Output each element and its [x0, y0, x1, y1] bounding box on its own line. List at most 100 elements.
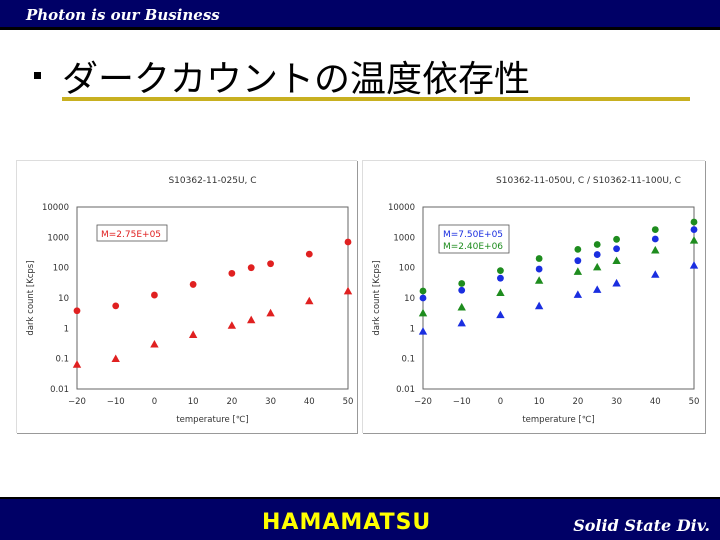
- x-axis-label: temperature [℃]: [176, 415, 248, 425]
- data-point-triangle: [305, 296, 314, 305]
- y-tick-label: 10000: [42, 203, 69, 213]
- x-tick-label: −20: [414, 397, 432, 407]
- data-point-triangle: [593, 285, 602, 293]
- title-underline: [62, 97, 690, 101]
- x-tick-label: 10: [188, 397, 199, 407]
- data-point-triangle: [593, 262, 602, 271]
- y-tick-label: 100: [53, 264, 69, 274]
- plot-area: [76, 206, 349, 390]
- x-tick-label: 0: [152, 397, 157, 407]
- x-tick-label: 30: [611, 397, 622, 407]
- x-tick-label: 10: [534, 397, 545, 407]
- x-tick-label: 50: [343, 397, 354, 407]
- data-point-triangle: [689, 261, 699, 269]
- data-point-triangle: [227, 321, 237, 329]
- data-point-triangle: [651, 245, 660, 254]
- data-point-triangle: [343, 286, 353, 295]
- data-point-triangle: [418, 308, 428, 317]
- data-point-triangle: [247, 315, 256, 324]
- y-tick-label: 10: [404, 294, 415, 304]
- data-point-circle: [574, 257, 582, 265]
- brand-logo: HAMAMATSU: [262, 510, 432, 535]
- data-point-triangle: [689, 236, 699, 244]
- header-tagline: Photon is our Business: [26, 6, 220, 24]
- data-point-triangle: [457, 302, 466, 311]
- data-point-triangle: [418, 327, 428, 335]
- data-point-triangle: [612, 278, 621, 287]
- data-point-triangle: [111, 354, 120, 363]
- data-point-circle: [574, 246, 582, 253]
- data-point-circle: [247, 264, 255, 272]
- annotation-box: [96, 224, 168, 242]
- data-point-circle: [305, 250, 313, 258]
- data-point-circle: [651, 226, 659, 233]
- header-divider: [0, 27, 720, 30]
- footer-divider: [0, 497, 720, 499]
- y-tick-label: 1: [64, 324, 69, 334]
- x-tick-label: 40: [650, 397, 661, 407]
- header-bar: Photon is our Business: [0, 0, 720, 30]
- data-point-circle: [593, 251, 601, 258]
- data-point-circle: [613, 245, 620, 253]
- gain-annotation: M=2.75E+05: [101, 230, 161, 240]
- data-point-circle: [690, 218, 698, 226]
- data-point-triangle: [496, 288, 505, 297]
- data-point-circle: [189, 281, 197, 288]
- data-point-triangle: [188, 330, 198, 338]
- data-point-circle: [344, 238, 352, 246]
- y-tick-label: 0.1: [401, 355, 415, 365]
- data-point-circle: [419, 287, 427, 295]
- data-point-triangle: [534, 276, 544, 284]
- data-point-circle: [497, 267, 504, 275]
- y-tick-label: 0.1: [55, 355, 69, 365]
- title-bullet: [34, 72, 41, 79]
- slide-title: ダークカウントの温度依存性: [62, 59, 531, 100]
- data-point-triangle: [266, 308, 275, 317]
- gain-annotation: M=2.40E+06: [443, 242, 503, 252]
- data-point-circle: [419, 294, 427, 302]
- data-point-circle: [151, 291, 158, 299]
- data-point-circle: [228, 269, 236, 277]
- chart-title: S10362-11-025U, C: [168, 176, 256, 186]
- x-tick-label: −10: [453, 397, 471, 407]
- data-point-triangle: [651, 270, 660, 278]
- data-point-triangle: [72, 360, 82, 368]
- x-tick-label: 30: [265, 397, 276, 407]
- chart-left: S10362-11-025U, C0.010.1110100100010000−…: [26, 176, 354, 425]
- data-point-circle: [267, 260, 274, 268]
- y-tick-label: 1: [410, 324, 415, 334]
- y-axis-label: dark count [Kcps]: [372, 260, 382, 335]
- gain-annotation: M=7.50E+05: [443, 230, 503, 240]
- data-point-triangle: [457, 318, 466, 327]
- data-point-triangle: [534, 301, 544, 310]
- annotation-box: [438, 224, 510, 254]
- x-axis-label: temperature [℃]: [522, 415, 594, 425]
- y-tick-label: 1000: [47, 233, 69, 243]
- data-point-circle: [613, 235, 620, 243]
- y-tick-label: 10: [58, 294, 69, 304]
- data-point-circle: [112, 302, 120, 310]
- y-tick-label: 10000: [388, 203, 415, 213]
- x-tick-label: 20: [226, 397, 237, 407]
- data-point-circle: [497, 274, 504, 282]
- x-tick-label: −10: [107, 397, 125, 407]
- data-point-circle: [690, 226, 698, 233]
- x-tick-label: −20: [68, 397, 86, 407]
- data-point-triangle: [612, 256, 621, 265]
- x-tick-label: 40: [304, 397, 315, 407]
- y-tick-label: 0.01: [396, 385, 415, 395]
- y-tick-label: 0.01: [50, 385, 69, 395]
- data-point-circle: [535, 255, 543, 262]
- chart-right: S10362-11-050U, C / S10362-11-100U, C 0.0…: [372, 176, 699, 425]
- data-point-circle: [458, 280, 466, 287]
- data-point-circle: [593, 241, 601, 248]
- data-point-triangle: [573, 290, 583, 298]
- data-point-triangle: [496, 310, 505, 319]
- x-tick-label: 0: [498, 397, 503, 407]
- y-axis-label: dark count [Kcps]: [26, 260, 36, 335]
- data-point-circle: [458, 286, 466, 294]
- y-tick-label: 100: [399, 264, 415, 274]
- footer-bar: [0, 497, 720, 540]
- chart-panel-right: S10362-11-050U, C / S10362-11-100U, C 0.0…: [362, 160, 705, 433]
- data-point-triangle: [150, 339, 159, 348]
